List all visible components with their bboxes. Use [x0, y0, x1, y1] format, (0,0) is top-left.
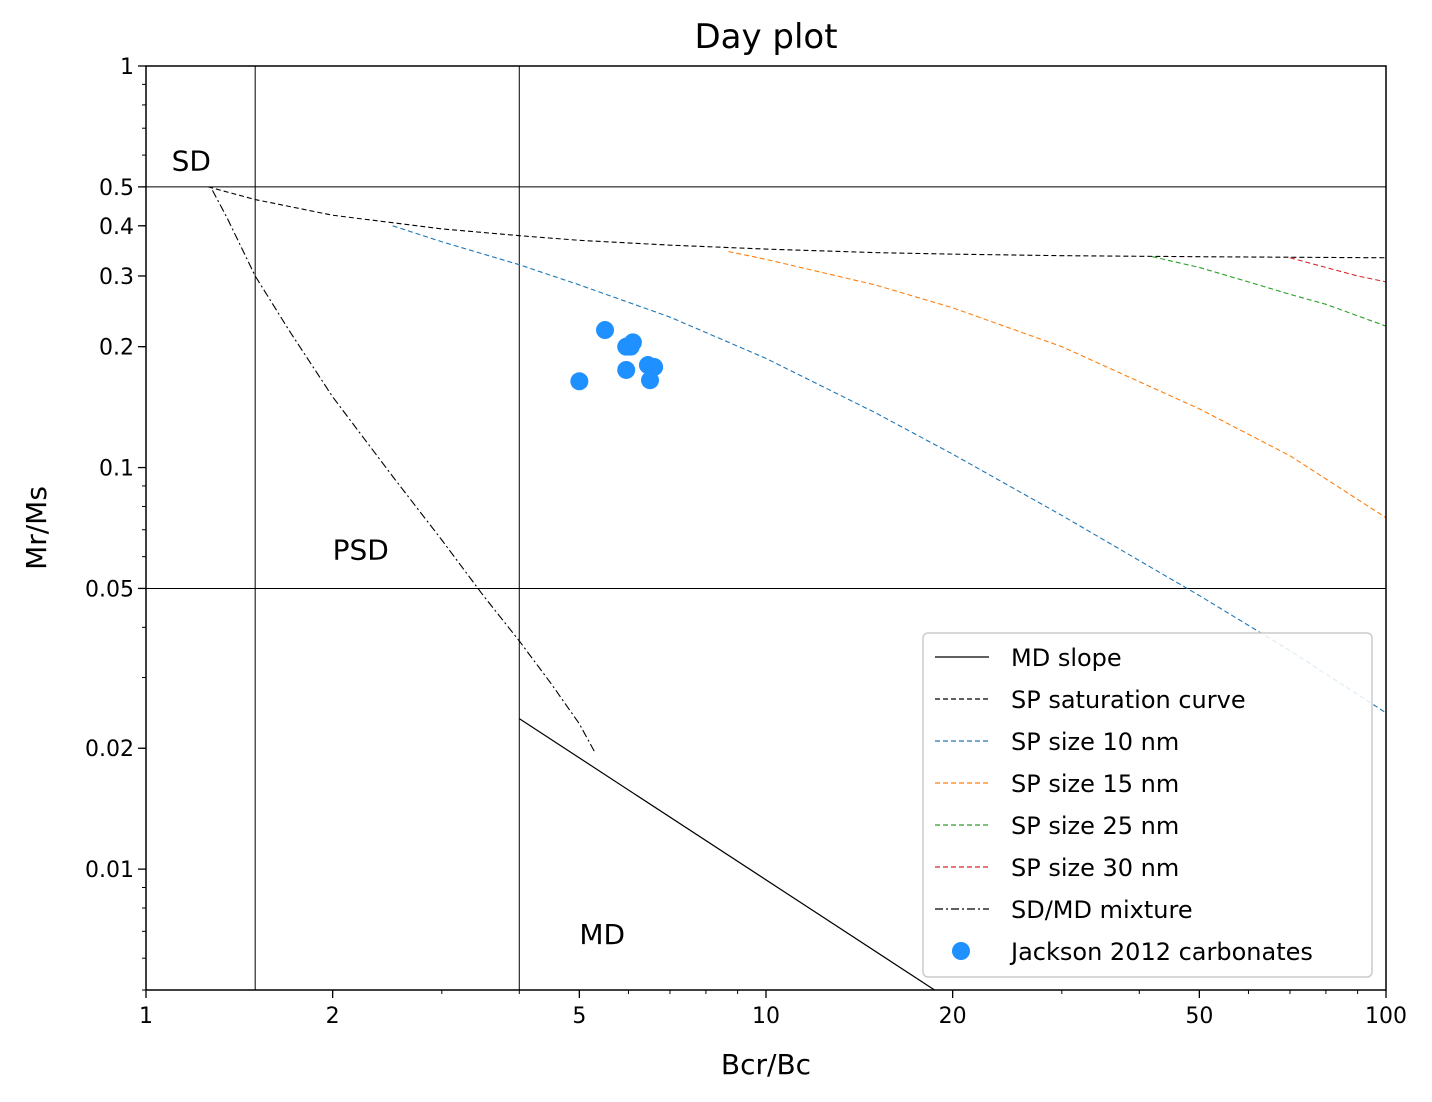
x-tick-label: 2: [326, 1004, 340, 1029]
series-lines: [208, 186, 1386, 990]
region-labels: SD PSD MD: [172, 144, 625, 951]
y-tick-label: 0.05: [85, 577, 134, 602]
legend-item: SP saturation curve: [935, 686, 1246, 714]
y-tick-label: 0.3: [99, 265, 134, 290]
y-axis-ticks: 1 0.5 0.4 0.3 0.2 0.1 0.05 0.02 0.01: [85, 55, 146, 991]
y-tick-label: 0.2: [99, 336, 134, 361]
y-tick-label: 0.02: [85, 737, 134, 762]
legend: MD slope SP saturation curve SP size 10 nm…: [922, 632, 1373, 978]
series-line-sp-saturation-curve: [208, 186, 1386, 259]
x-axis-title: Bcr/Bc: [721, 1048, 811, 1081]
legend-item: SP size 25 nm: [935, 812, 1179, 840]
legend-item: MD slope: [935, 644, 1122, 672]
x-tick-label: 10: [752, 1004, 780, 1029]
legend-label: SP size 10 nm: [1011, 728, 1179, 756]
legend-item: Jackson 2012 carbonates: [952, 938, 1313, 966]
x-tick-label: 5: [572, 1004, 586, 1029]
x-tick-label: 1: [139, 1004, 153, 1029]
x-tick-label: 50: [1185, 1004, 1213, 1029]
y-tick-label: 1: [120, 55, 134, 80]
data-point: [596, 321, 615, 340]
data-point: [641, 371, 660, 390]
legend-label: SD/MD mixture: [1011, 896, 1193, 924]
series-line-sp-size-10-nm: [392, 225, 1386, 714]
series-line-sp-size-30-nm: [1289, 257, 1386, 283]
legend-label: SP saturation curve: [1011, 686, 1246, 714]
legend-label: MD slope: [1011, 644, 1122, 672]
legend-label: SP size 30 nm: [1011, 854, 1179, 882]
legend-box: [922, 632, 1373, 978]
x-tick-label: 100: [1365, 1004, 1407, 1029]
x-tick-label: 20: [939, 1004, 967, 1029]
region-label-psd: PSD: [333, 534, 389, 567]
legend-item: SD/MD mixture: [935, 896, 1193, 924]
y-tick-label: 0.01: [85, 858, 134, 883]
legend-item: SP size 15 nm: [935, 770, 1179, 798]
legend-item: SP size 30 nm: [935, 854, 1179, 882]
legend-label: SP size 15 nm: [1011, 770, 1179, 798]
x-axis-ticks: 1 2 5 10 20 50 100: [139, 990, 1407, 1029]
series-line-sp-size-25-nm: [1152, 256, 1386, 327]
data-point: [617, 360, 636, 379]
region-label-sd: SD: [172, 144, 211, 177]
legend-item: SP size 10 nm: [935, 728, 1179, 756]
reference-lines: [146, 66, 1386, 990]
data-point: [621, 337, 640, 356]
legend-marker: [952, 942, 970, 960]
legend-label: SP size 25 nm: [1011, 812, 1179, 840]
series-line-sd-md-mixture: [211, 190, 596, 753]
scatter-points: [570, 321, 664, 391]
series-line-sp-size-15-nm: [728, 251, 1386, 519]
y-axis-title: Mr/Ms: [20, 486, 53, 570]
region-label-md: MD: [579, 918, 625, 951]
y-tick-label: 0.5: [99, 176, 134, 201]
y-tick-label: 0.1: [99, 457, 134, 482]
chart-title: Day plot: [694, 17, 837, 57]
series-line-md-slope: [518, 718, 935, 990]
legend-label: Jackson 2012 carbonates: [1009, 938, 1313, 966]
data-point: [570, 372, 589, 391]
y-tick-label: 0.4: [99, 215, 134, 240]
